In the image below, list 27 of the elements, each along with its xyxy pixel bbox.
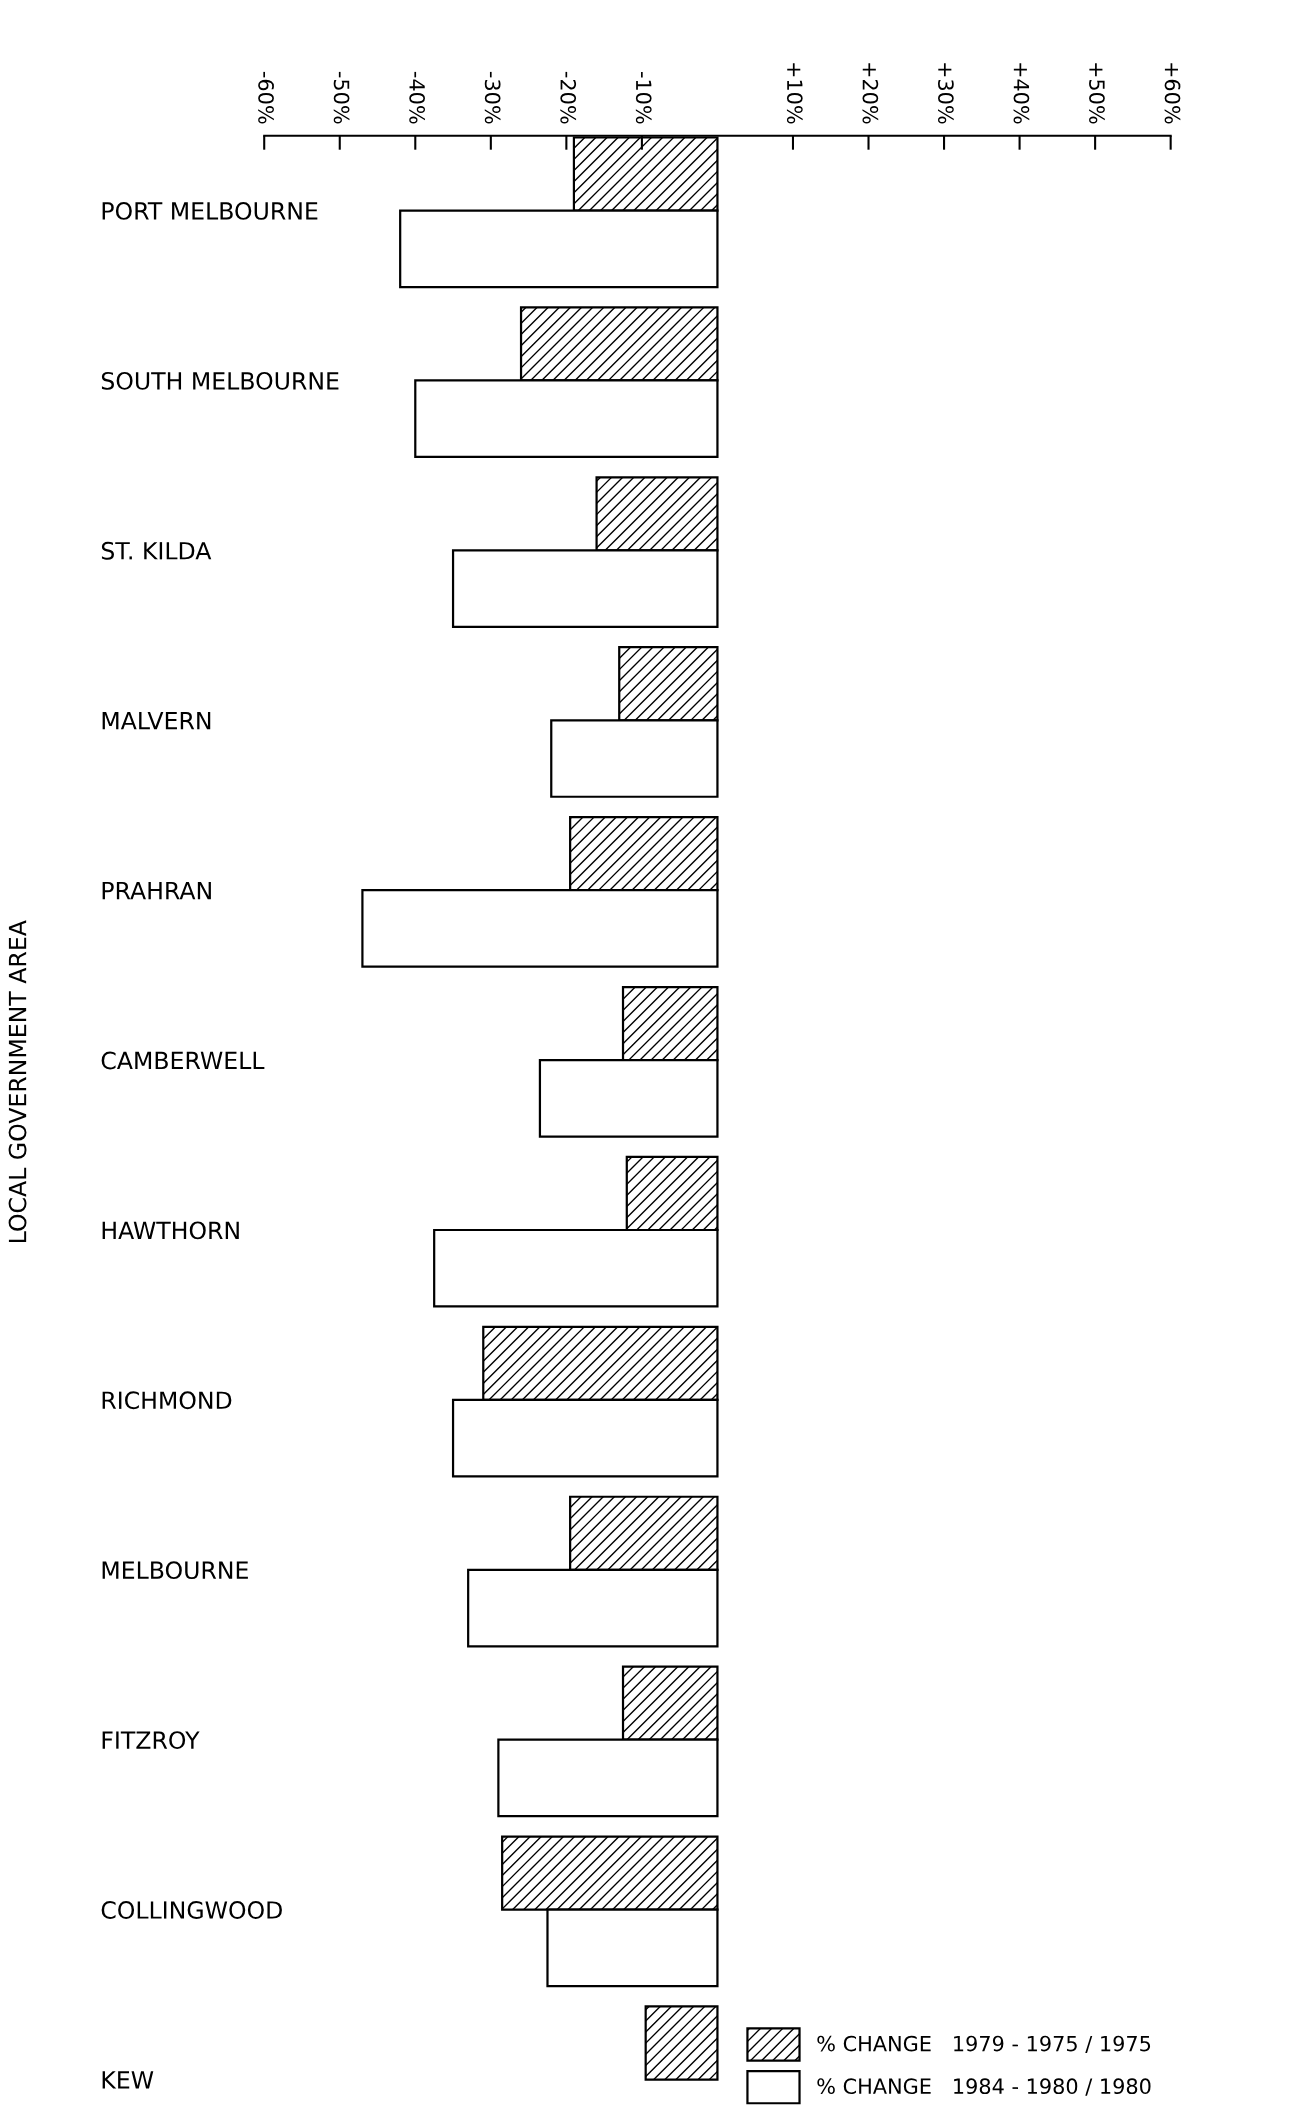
x-tick-label: -60% — [258, 71, 274, 124]
x-tick-label: +20% — [862, 63, 879, 124]
x-tick-label: -30% — [484, 71, 501, 124]
x-tick-label: +50% — [1089, 63, 1105, 124]
x-tick-label: -10% — [635, 71, 652, 124]
y-tick-label: SOUTH MELBOURNE — [101, 371, 339, 390]
y-tick-label: FITZROY — [102, 1731, 200, 1750]
y-tick-label: MALVERN — [102, 712, 211, 730]
y-tick-label: KEW — [102, 2071, 154, 2089]
y-tick-label: ST. KILDA — [101, 541, 212, 560]
x-tick-label: +60% — [1164, 63, 1181, 124]
y-tick-label: PORT MELBOURNE — [102, 202, 318, 220]
y-tick-label: PRAHRAN — [102, 881, 211, 900]
y-axis-title: LOCAL GOVERNMENT AREA — [8, 920, 27, 1243]
y-tick-label: MELBOURNE — [102, 1561, 248, 1580]
x-tick-label: +40% — [1013, 63, 1030, 124]
legend-label: % CHANGE 1984 - 1980 / 1980 — [817, 2078, 1151, 2096]
x-tick-label: -40% — [409, 71, 425, 124]
x-tick-label: +10% — [786, 63, 803, 124]
y-tick-label: RICHMOND — [102, 1391, 232, 1410]
legend-label: % CHANGE 1979 - 1975 / 1975 — [817, 2035, 1151, 2054]
y-tick-label: CAMBERWELL — [101, 1051, 265, 1070]
x-tick-label: +30% — [938, 63, 954, 124]
x-tick-label: -50% — [333, 71, 350, 124]
y-tick-label: HAWTHORN — [102, 1221, 239, 1240]
x-tick-label: -20% — [560, 71, 577, 124]
y-tick-label: COLLINGWOOD — [101, 1901, 282, 1919]
